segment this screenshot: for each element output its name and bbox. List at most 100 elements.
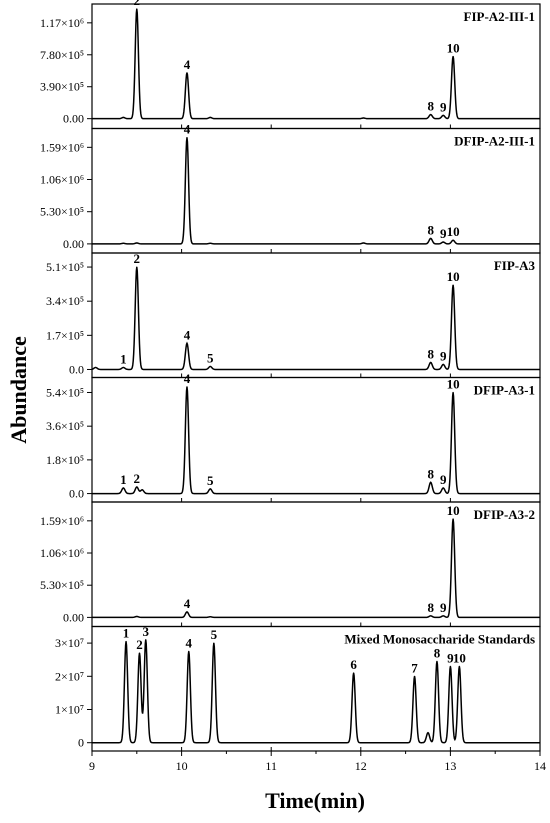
y-tick-label: 0.0 bbox=[69, 362, 84, 376]
peak-point bbox=[458, 665, 460, 667]
y-tick-label: 1.8×10⁵ bbox=[46, 453, 84, 467]
peak-point bbox=[442, 615, 444, 617]
peak-point bbox=[94, 366, 97, 369]
y-tick-label: 5.30×10⁵ bbox=[40, 578, 84, 592]
series-trace bbox=[92, 137, 540, 245]
peak-label: 3 bbox=[143, 624, 150, 639]
peak-point bbox=[141, 489, 143, 491]
peak-label: 8 bbox=[427, 222, 434, 237]
peak-label: 4 bbox=[184, 57, 191, 72]
peak-point bbox=[442, 114, 444, 116]
panel-2: 0.00 5.30×10⁵ 1.06×10⁶ 1.59×10⁶ 4 8 9 10 DFIP-A2… bbox=[40, 122, 541, 254]
y-tick-label: 1.06×10⁶ bbox=[40, 173, 84, 187]
panel-4: 0.0 1.8×10⁵ 3.6×10⁵ 5.4×10⁵ 1 2 4 5 8 9 10 DFIP-A3-… bbox=[46, 371, 541, 503]
peak-label: 9 bbox=[440, 226, 447, 241]
peak-label: 1 bbox=[120, 351, 127, 366]
y-tick-label: 1.7×10⁵ bbox=[46, 328, 84, 342]
peak-point bbox=[442, 241, 444, 243]
y-tick-label: 0.0 bbox=[69, 487, 84, 501]
peak-point bbox=[209, 616, 211, 618]
peak-point bbox=[122, 366, 124, 369]
y-tick-label: 5.30×10⁵ bbox=[40, 205, 84, 219]
y-tick-label: 0 bbox=[78, 736, 84, 750]
peak-point bbox=[136, 615, 138, 618]
peak-point bbox=[122, 116, 124, 119]
peak-label: 10 bbox=[447, 269, 460, 284]
y-tick-label: 5.1×10⁵ bbox=[46, 260, 84, 274]
y-tick-label: 1.59×10⁶ bbox=[40, 514, 84, 528]
peak-label: 4 bbox=[184, 596, 191, 611]
peak-point bbox=[213, 642, 215, 644]
peak-label: 5 bbox=[207, 473, 214, 488]
peak-point bbox=[186, 342, 188, 344]
peak-label: 8 bbox=[427, 466, 434, 481]
panel-title: DFIP-A3-2 bbox=[474, 507, 535, 522]
y-tick-label: 5.4×10⁵ bbox=[46, 385, 84, 399]
peak-point bbox=[436, 660, 438, 662]
y-tick-label: 7.80×10⁵ bbox=[40, 48, 84, 62]
series-trace bbox=[92, 518, 540, 619]
peak-point bbox=[430, 237, 432, 240]
y-tick-label: 1.06×10⁶ bbox=[40, 546, 84, 560]
peak-label: 10 bbox=[447, 376, 460, 391]
x-tick-label: 11 bbox=[265, 759, 277, 773]
peak-label: 4 bbox=[184, 327, 191, 342]
peak-label: 9 bbox=[440, 600, 447, 615]
peak-point bbox=[452, 239, 454, 241]
y-tick-label: 0.00 bbox=[63, 610, 84, 624]
peak-point bbox=[209, 242, 211, 244]
peak-label: 7 bbox=[411, 660, 418, 675]
peak-point bbox=[449, 665, 451, 667]
y-tick-label: 0.00 bbox=[63, 112, 84, 126]
x-tick-label: 12 bbox=[355, 759, 367, 773]
peak-label: 10 bbox=[447, 503, 460, 518]
peak-point bbox=[452, 284, 454, 286]
peak-point bbox=[186, 137, 188, 139]
peak-label: 8 bbox=[427, 600, 434, 615]
peak-point bbox=[430, 481, 432, 483]
peak-label: 1 bbox=[120, 472, 127, 487]
peak-point bbox=[452, 391, 454, 394]
y-tick-label: 1.59×10⁶ bbox=[40, 140, 84, 154]
y-tick-label: 0.00 bbox=[63, 237, 84, 251]
peak-label: 5 bbox=[211, 627, 218, 642]
peak-label: 8 bbox=[427, 346, 434, 361]
peak-point bbox=[442, 487, 444, 489]
peak-label: 9 bbox=[440, 348, 447, 363]
series-trace bbox=[92, 639, 540, 744]
peak-label: 9 bbox=[440, 472, 447, 487]
peak-point bbox=[430, 113, 432, 116]
peak-point bbox=[209, 116, 211, 119]
x-tick-label: 10 bbox=[176, 759, 188, 773]
peak-point bbox=[136, 266, 138, 268]
peak-point bbox=[186, 72, 188, 74]
panel-1: 0.00 3.90×10⁵ 7.80×10⁵ 1.17×10⁶ 2 4 8 9 10 FIP-A2… bbox=[40, 0, 541, 130]
series-trace bbox=[92, 8, 540, 120]
peak-point bbox=[427, 732, 429, 734]
peak-label: 9 bbox=[447, 650, 454, 665]
peak-label: 10 bbox=[447, 40, 460, 55]
panel-title: Mixed Monosaccharide Standards bbox=[344, 632, 535, 647]
peak-point bbox=[209, 365, 211, 368]
peak-label: 10 bbox=[453, 650, 466, 665]
peak-point bbox=[413, 675, 416, 677]
peak-point bbox=[145, 639, 147, 641]
peak-point bbox=[125, 640, 127, 643]
peak-point bbox=[353, 672, 355, 674]
peak-point bbox=[452, 55, 454, 58]
peak-point bbox=[362, 117, 365, 119]
peak-point bbox=[122, 487, 124, 489]
peak-label: 8 bbox=[427, 99, 434, 114]
x-tick-label: 9 bbox=[89, 759, 95, 773]
peak-label: 1 bbox=[123, 625, 130, 640]
peak-point bbox=[136, 242, 138, 244]
x-axis-title: Time(min) bbox=[265, 788, 365, 813]
peak-point bbox=[430, 361, 432, 364]
peak-point bbox=[442, 363, 444, 366]
y-tick-label: 3.6×10⁵ bbox=[46, 419, 84, 433]
peak-point bbox=[136, 486, 138, 488]
y-tick-label: 2×10⁷ bbox=[55, 669, 84, 683]
peak-label: 4 bbox=[186, 635, 193, 650]
